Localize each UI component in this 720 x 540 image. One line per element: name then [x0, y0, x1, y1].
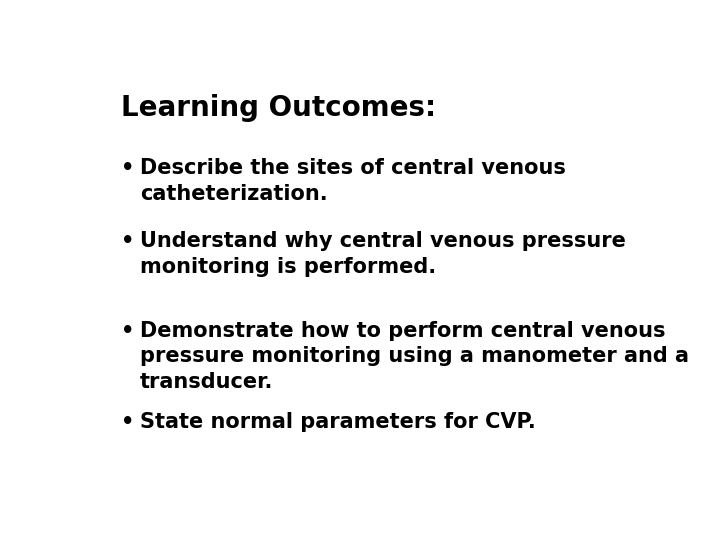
Text: •: •	[121, 158, 134, 178]
Text: •: •	[121, 412, 134, 432]
Text: Describe the sites of central venous
catheterization.: Describe the sites of central venous cat…	[140, 158, 566, 204]
Text: •: •	[121, 231, 134, 251]
Text: Understand why central venous pressure
monitoring is performed.: Understand why central venous pressure m…	[140, 231, 626, 276]
Text: State normal parameters for CVP.: State normal parameters for CVP.	[140, 412, 536, 432]
Text: •: •	[121, 321, 134, 341]
Text: Learning Outcomes:: Learning Outcomes:	[121, 94, 436, 122]
Text: Demonstrate how to perform central venous
pressure monitoring using a manometer : Demonstrate how to perform central venou…	[140, 321, 689, 392]
